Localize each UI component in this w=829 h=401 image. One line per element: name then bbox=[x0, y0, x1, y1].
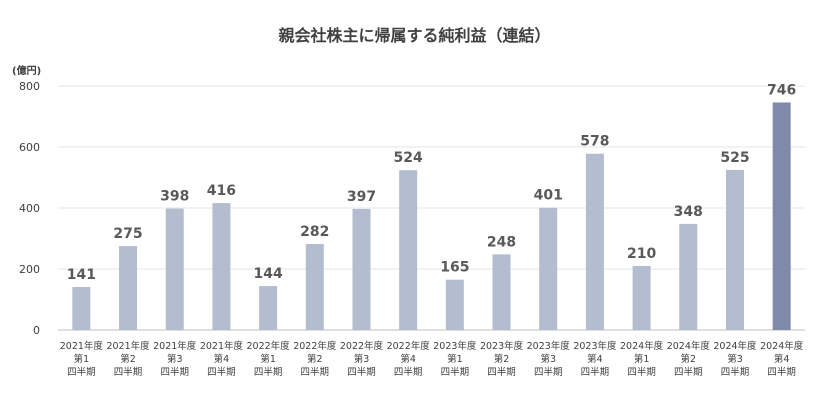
y-axis-unit-label: (億円) bbox=[12, 66, 42, 77]
x-tick-label: 四半期 bbox=[394, 366, 423, 378]
x-tick-label: 四半期 bbox=[347, 366, 376, 378]
data-label: 248 bbox=[487, 234, 516, 250]
x-tick-label: 2021年度 bbox=[60, 340, 104, 352]
x-tick-label: 四半期 bbox=[67, 366, 96, 378]
bar bbox=[725, 169, 744, 330]
data-label: 401 bbox=[534, 188, 563, 204]
x-tick-label: 2022年度 bbox=[247, 340, 291, 352]
bar bbox=[772, 102, 791, 330]
data-label: 524 bbox=[394, 150, 423, 166]
x-tick-label: 2024年度 bbox=[620, 340, 664, 352]
data-label: 746 bbox=[767, 82, 796, 98]
bar bbox=[399, 170, 418, 330]
x-tick-label: 第4 bbox=[774, 353, 790, 365]
x-tick-label: 2024年度 bbox=[667, 340, 711, 352]
data-label: 525 bbox=[720, 150, 749, 166]
bar bbox=[352, 208, 371, 330]
data-label: 416 bbox=[207, 183, 236, 199]
bar bbox=[632, 265, 651, 330]
bar bbox=[492, 254, 511, 330]
x-tick-label: 2022年度 bbox=[340, 340, 384, 352]
data-label: 141 bbox=[67, 267, 96, 283]
bar bbox=[539, 207, 558, 330]
x-tick-label: 第4 bbox=[587, 353, 603, 365]
x-tick-label: 第1 bbox=[260, 353, 276, 365]
data-label: 578 bbox=[580, 134, 609, 150]
bar bbox=[119, 246, 138, 330]
bar bbox=[72, 286, 91, 330]
data-label: 282 bbox=[300, 224, 329, 240]
x-tick-label: 2024年度 bbox=[760, 340, 804, 352]
x-tick-label: 第3 bbox=[167, 353, 183, 365]
x-tick-label: 2023年度 bbox=[527, 340, 571, 352]
x-tick-label: 第2 bbox=[681, 353, 697, 365]
x-tick-label: 四半期 bbox=[581, 366, 610, 378]
x-tick-label: 2021年度 bbox=[153, 340, 197, 352]
chart-title: 親会社株主に帰属する純利益（連結） bbox=[278, 26, 551, 45]
x-tick-label: 第3 bbox=[727, 353, 743, 365]
x-tick-label: 四半期 bbox=[114, 366, 143, 378]
x-tick-label: 第3 bbox=[354, 353, 370, 365]
data-label: 397 bbox=[347, 189, 376, 205]
y-tick-label: 400 bbox=[19, 202, 40, 215]
bar bbox=[212, 203, 231, 330]
x-tick-label: 2022年度 bbox=[293, 340, 337, 352]
x-tick-label: 第2 bbox=[120, 353, 136, 365]
data-label: 275 bbox=[113, 226, 142, 242]
y-tick-label: 0 bbox=[33, 324, 40, 337]
bar bbox=[585, 153, 604, 330]
bar bbox=[679, 223, 698, 330]
x-tick-label: 四半期 bbox=[207, 366, 236, 378]
x-tick-label: 四半期 bbox=[767, 366, 796, 378]
x-tick-label: 2021年度 bbox=[106, 340, 150, 352]
x-tick-label: 第1 bbox=[74, 353, 90, 365]
x-tick-label: 第4 bbox=[214, 353, 230, 365]
bar bbox=[165, 208, 184, 330]
data-label: 398 bbox=[160, 189, 189, 205]
y-tick-label: 600 bbox=[19, 141, 40, 154]
x-tick-label: 2023年度 bbox=[573, 340, 617, 352]
x-tick-label: 2023年度 bbox=[433, 340, 477, 352]
x-tick-label: 第4 bbox=[400, 353, 416, 365]
x-tick-label: 第3 bbox=[540, 353, 556, 365]
data-label: 348 bbox=[674, 204, 703, 220]
x-tick-label: 四半期 bbox=[160, 366, 189, 378]
x-tick-label: 四半期 bbox=[487, 366, 516, 378]
x-tick-label: 四半期 bbox=[254, 366, 283, 378]
bar bbox=[305, 243, 324, 330]
x-tick-label: 2023年度 bbox=[480, 340, 524, 352]
data-label: 210 bbox=[627, 246, 656, 262]
x-tick-label: 第1 bbox=[447, 353, 463, 365]
x-tick-label: 四半期 bbox=[674, 366, 703, 378]
y-tick-label: 200 bbox=[19, 263, 40, 276]
x-tick-label: 四半期 bbox=[441, 366, 470, 378]
data-label: 165 bbox=[440, 260, 469, 276]
x-tick-label: 四半期 bbox=[534, 366, 563, 378]
data-label: 144 bbox=[253, 266, 282, 282]
bar bbox=[259, 286, 278, 330]
y-tick-label: 800 bbox=[19, 80, 40, 93]
x-tick-label: 四半期 bbox=[301, 366, 330, 378]
bar bbox=[445, 279, 464, 330]
x-tick-label: 四半期 bbox=[627, 366, 656, 378]
x-tick-label: 第2 bbox=[307, 353, 323, 365]
x-tick-label: 2022年度 bbox=[387, 340, 431, 352]
x-tick-label: 2024年度 bbox=[713, 340, 757, 352]
x-tick-label: 第2 bbox=[494, 353, 510, 365]
x-tick-label: 四半期 bbox=[721, 366, 750, 378]
x-tick-label: 2021年度 bbox=[200, 340, 244, 352]
x-tick-label: 第1 bbox=[634, 353, 650, 365]
